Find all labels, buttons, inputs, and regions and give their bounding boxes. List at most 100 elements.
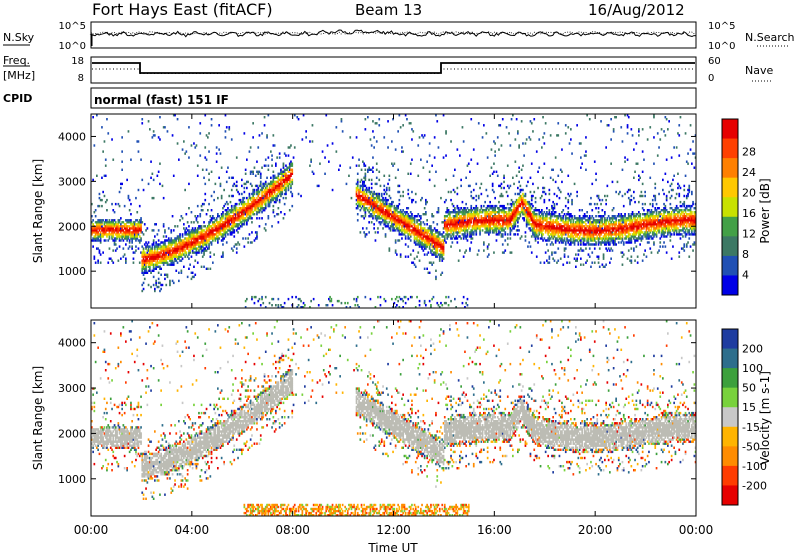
heatmap-cell (152, 275, 155, 279)
heatmap-cell (142, 253, 145, 256)
heatmap-cell (495, 217, 498, 220)
heatmap-cell (420, 233, 422, 236)
heatmap-cell (408, 237, 411, 240)
heatmap-cell (499, 204, 502, 208)
heatmap-cell (93, 255, 96, 258)
heatmap-cell (475, 209, 478, 212)
heatmap-cell (335, 126, 338, 129)
heatmap-cell (149, 265, 151, 268)
heatmap-cell (436, 301, 439, 305)
heatmap-cell (518, 204, 520, 208)
heatmap-cell (237, 211, 239, 214)
heatmap-cell (278, 192, 281, 196)
heatmap-cell (164, 241, 166, 244)
heatmap-cell (118, 235, 121, 238)
heatmap-cell (358, 306, 360, 309)
freq-panel: Freq. [MHz] 18 8 60 0 Nave (3, 54, 773, 84)
heatmap-cell (205, 245, 208, 248)
heatmap-cell (358, 200, 360, 204)
heatmap-cell (150, 261, 152, 264)
heatmap-cell (455, 217, 457, 220)
heatmap-cell (205, 267, 208, 270)
heatmap-cell (140, 227, 142, 230)
heatmap-cell (189, 247, 191, 250)
heatmap-cell (447, 190, 450, 194)
heatmap-cell (174, 225, 176, 228)
heatmap-cell (452, 209, 455, 212)
heatmap-cell (235, 207, 238, 210)
heatmap-cell (369, 138, 372, 141)
heatmap-cell (573, 215, 576, 218)
heatmap-cell (113, 243, 116, 246)
heatmap-cell (382, 200, 384, 204)
heatmap-cell (133, 233, 136, 236)
heatmap-cell (285, 164, 287, 167)
heatmap-cell (150, 285, 152, 289)
heatmap-cell (418, 231, 421, 234)
heatmap-cell (184, 237, 186, 240)
heatmap-cell (413, 237, 416, 240)
heatmap-cell (470, 215, 473, 218)
heatmap-cell (388, 213, 391, 216)
heatmap-cell (141, 263, 144, 266)
heatmap-cell (205, 227, 208, 230)
heatmap-cell (470, 229, 473, 232)
heatmap-cell (268, 184, 271, 188)
heatmap-cell (195, 251, 198, 254)
heatmap-cell (591, 215, 594, 218)
heatmap-cell (179, 253, 181, 256)
heatmap-cell (474, 219, 476, 222)
heatmap-cell (241, 202, 243, 206)
heatmap-cell (113, 219, 116, 222)
heatmap-cell (359, 196, 362, 200)
heatmap-cell (117, 231, 120, 234)
heatmap-cell (288, 162, 291, 165)
heatmap-cell (500, 211, 503, 214)
heatmap-cell (170, 253, 173, 256)
heatmap-cell (283, 202, 286, 206)
heatmap-cell (418, 259, 421, 262)
heatmap-cell (204, 239, 207, 242)
heatmap-cell (227, 166, 229, 169)
heatmap-cell (417, 243, 420, 246)
heatmap-cell (199, 225, 202, 228)
heatmap-cell (278, 190, 281, 194)
heatmap-cell (125, 229, 127, 232)
heatmap-cell (454, 219, 456, 222)
heatmap-cell (388, 186, 391, 190)
heatmap-cell (125, 259, 127, 262)
heatmap-cell (149, 257, 151, 260)
heatmap-cell (123, 227, 126, 230)
heatmap-cell (506, 202, 509, 206)
heatmap-cell (445, 301, 447, 305)
heatmap-cell (389, 202, 392, 206)
heatmap-cell (423, 207, 426, 210)
heatmap-cell (481, 229, 484, 232)
heatmap-cell (435, 251, 437, 254)
heatmap-cell (432, 295, 435, 299)
heatmap-cell (96, 231, 98, 234)
heatmap-cell (461, 221, 464, 224)
heatmap-cell (133, 231, 136, 234)
heatmap-cell (528, 219, 531, 222)
heatmap-cell (523, 219, 525, 222)
heatmap-cell (428, 178, 431, 182)
heatmap-cell (210, 233, 213, 236)
heatmap-cell (213, 223, 215, 226)
heatmap-cell (157, 253, 160, 256)
heatmap-cell (570, 128, 572, 131)
heatmap-cell (230, 233, 233, 236)
heatmap-cell (103, 233, 106, 236)
heatmap-cell (454, 225, 456, 228)
heatmap-cell (195, 231, 198, 234)
heatmap-cell (121, 227, 123, 230)
heatmap-cell (263, 184, 266, 188)
heatmap-cell (567, 126, 570, 129)
heatmap-cell (379, 213, 382, 216)
heatmap-cell (543, 132, 546, 135)
heatmap-cell (443, 239, 446, 242)
heatmap-cell (188, 231, 190, 234)
heatmap-cell (140, 239, 142, 242)
heatmap-cell (416, 229, 418, 232)
heatmap-cell (157, 277, 160, 281)
